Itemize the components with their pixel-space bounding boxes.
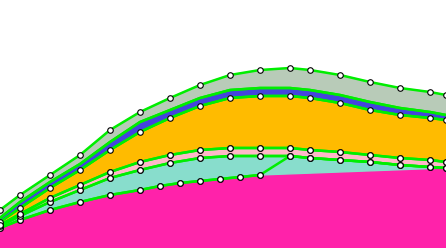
Polygon shape [0, 148, 446, 226]
Polygon shape [0, 156, 446, 228]
Polygon shape [0, 96, 446, 225]
Polygon shape [0, 88, 446, 222]
Polygon shape [0, 156, 446, 248]
Polygon shape [0, 68, 446, 218]
